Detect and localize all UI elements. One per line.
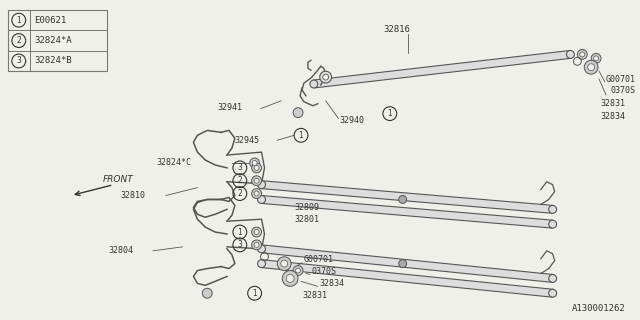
Text: 0370S: 0370S [611,86,636,95]
Polygon shape [314,51,571,88]
Circle shape [293,266,303,276]
Circle shape [254,165,259,170]
Circle shape [250,158,260,168]
Circle shape [252,188,262,198]
Circle shape [252,240,262,250]
Text: 32824*C: 32824*C [156,158,191,167]
Circle shape [257,245,266,253]
Text: 2: 2 [237,189,242,198]
Circle shape [296,268,301,273]
Circle shape [252,163,262,173]
Text: 3: 3 [237,164,243,172]
Circle shape [293,108,303,117]
Text: G00701: G00701 [606,75,636,84]
Circle shape [254,191,259,196]
Circle shape [277,257,291,270]
Polygon shape [261,260,553,297]
Circle shape [257,181,266,188]
Text: 32831: 32831 [600,99,625,108]
Polygon shape [261,181,553,213]
Text: 32816: 32816 [383,25,410,34]
Text: 32804: 32804 [109,246,134,255]
Text: 2: 2 [17,36,21,45]
Text: 32940: 32940 [339,116,365,125]
Text: 32824*A: 32824*A [35,36,72,45]
Text: 32824*B: 32824*B [35,57,72,66]
Circle shape [548,220,557,228]
Text: 3: 3 [16,57,21,66]
Text: 1: 1 [237,228,242,236]
Text: 0370S: 0370S [312,267,337,276]
Circle shape [548,289,557,297]
Circle shape [281,260,288,267]
Circle shape [548,275,557,282]
Text: G00701: G00701 [304,255,334,264]
Circle shape [252,161,257,165]
Text: 2: 2 [237,176,242,185]
Circle shape [257,196,266,204]
Text: 1: 1 [387,109,392,118]
Text: FRONT: FRONT [103,175,134,184]
Text: 1: 1 [299,131,303,140]
Circle shape [252,227,262,237]
Text: 1: 1 [17,16,21,25]
Text: 32801: 32801 [294,215,319,224]
Circle shape [399,260,406,268]
Circle shape [399,196,406,204]
Circle shape [588,64,595,71]
Text: 32810: 32810 [120,191,145,200]
Circle shape [286,275,294,282]
Text: 32809: 32809 [294,203,319,212]
Circle shape [580,52,585,57]
Circle shape [566,51,574,58]
Polygon shape [261,196,553,228]
Circle shape [257,260,266,268]
Text: 32834: 32834 [600,112,625,121]
Circle shape [584,60,598,74]
Circle shape [252,176,262,186]
Text: 3: 3 [237,240,243,249]
Circle shape [254,178,259,183]
Text: 32834: 32834 [320,279,345,288]
Text: 1: 1 [252,289,257,298]
Text: 32831: 32831 [302,291,327,300]
FancyBboxPatch shape [8,10,107,71]
Circle shape [310,80,318,88]
Circle shape [548,205,557,213]
Polygon shape [261,245,553,282]
Circle shape [282,270,298,286]
Circle shape [254,243,259,247]
Circle shape [323,74,328,80]
Circle shape [254,229,259,235]
Circle shape [591,53,601,63]
Text: A130001262: A130001262 [572,304,626,313]
Circle shape [577,50,588,59]
Circle shape [202,288,212,298]
Text: 32945: 32945 [234,136,259,145]
Circle shape [594,56,598,61]
Text: 32941: 32941 [217,103,242,112]
Circle shape [320,71,332,83]
Text: E00621: E00621 [35,16,67,25]
